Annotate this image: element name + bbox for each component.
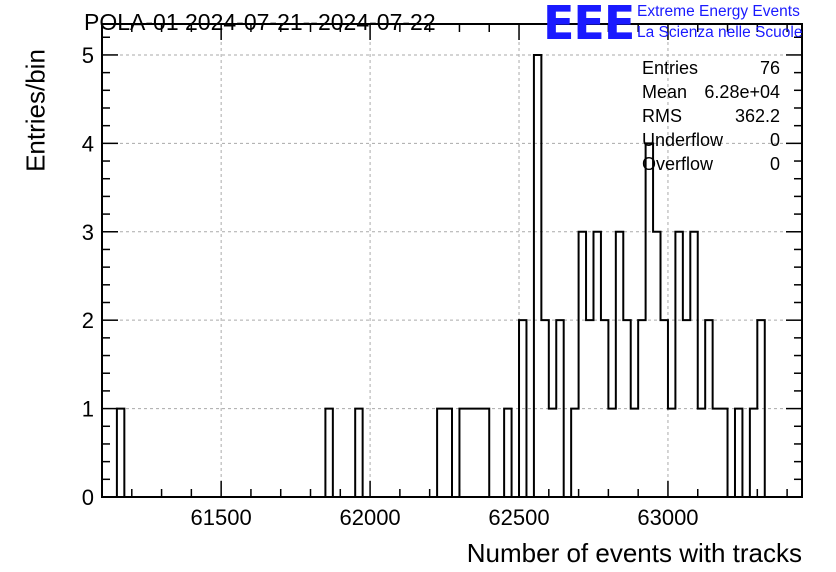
x-axis-label: Number of events with tracks	[466, 538, 802, 568]
stat-key: Entries	[642, 58, 699, 78]
y-tick-label: 2	[82, 308, 94, 333]
stat-key: Overflow	[642, 154, 714, 174]
plot-frame	[101, 23, 803, 498]
y-tick-label: 3	[82, 220, 94, 245]
stat-rms: RMS 362.2	[642, 106, 780, 130]
stat-key: RMS	[642, 106, 682, 126]
x-tick-label: 61500	[191, 505, 252, 530]
y-tick-label: 0	[82, 485, 94, 510]
y-tick-label: 5	[82, 43, 94, 68]
stat-mean: Mean 6.28e+04	[642, 82, 780, 106]
stat-key: Underflow	[642, 130, 724, 150]
eee-logo: EEE	[543, 0, 635, 50]
x-tick-label: 63000	[637, 505, 698, 530]
stat-overflow: Overflow 0	[642, 154, 780, 178]
y-tick-label: 1	[82, 397, 94, 422]
stats-box: Entries 76 Mean 6.28e+04 RMS 362.2 Under…	[642, 58, 780, 178]
stat-underflow: Underflow 0	[642, 130, 780, 154]
y-axis-label: Entries/bin	[20, 49, 51, 172]
stat-value: 0	[769, 130, 780, 150]
stat-value: 6.28e+04	[704, 82, 780, 102]
x-axis-ticks: 61500 62000 62500 63000	[101, 24, 788, 530]
x-tick-label: 62000	[339, 505, 400, 530]
logo-line-2: La Scienza nelle Scuole	[637, 24, 803, 41]
histogram-outline	[102, 53, 802, 498]
chart-title: POLA-01 2024-07-21--2024-07-22	[84, 9, 436, 35]
stat-value: 76	[759, 58, 780, 78]
stat-entries: Entries 76	[642, 58, 780, 82]
logo-line-1: Extreme Energy Events	[637, 3, 800, 20]
stat-value: 362.2	[734, 106, 780, 126]
x-tick-label: 62500	[488, 505, 549, 530]
y-tick-label: 4	[82, 131, 94, 156]
stat-value: 0	[769, 154, 780, 174]
stat-key: Mean	[642, 82, 688, 102]
y-axis-ticks: 0 1 2 3 4 5	[82, 36, 802, 510]
